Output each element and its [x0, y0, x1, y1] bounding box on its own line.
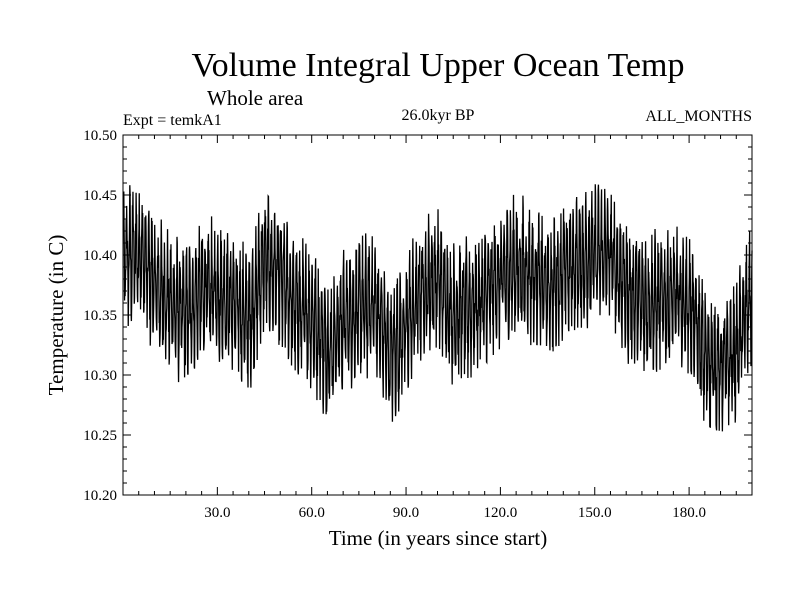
period-label: 26.0kyr BP: [402, 107, 475, 124]
y-axis-label: Temperature (in C): [44, 235, 68, 396]
x-tick-label: 120.0: [484, 505, 518, 521]
x-tick-label: 30.0: [204, 505, 230, 521]
chart-subtitle: Whole area: [207, 86, 304, 110]
x-axis-label: Time (in years since start): [329, 526, 548, 550]
y-tick-label: 10.40: [83, 248, 117, 264]
x-tick-label: 60.0: [299, 505, 325, 521]
y-tick-label: 10.30: [83, 368, 117, 384]
y-tick-label: 10.50: [83, 128, 117, 144]
plot-area: [122, 184, 753, 432]
chart-title: Volume Integral Upper Ocean Temp: [192, 47, 685, 84]
y-tick-label: 10.35: [83, 308, 117, 324]
months-label: ALL_MONTHS: [645, 108, 752, 125]
y-tick-label: 10.25: [83, 428, 117, 444]
y-axis: 10.20 10.25 10.30 10.35 10.40 10.45 10.50: [83, 128, 752, 504]
experiment-label: Expt = temkA1: [123, 112, 222, 129]
y-tick-label: 10.45: [83, 188, 117, 204]
x-axis: 30.0 60.0 90.0 120.0 150.0 180.0: [138, 135, 737, 521]
y-tick-label: 10.20: [83, 488, 117, 504]
x-tick-label: 90.0: [393, 505, 419, 521]
x-tick-label: 150.0: [578, 505, 612, 521]
series-line: [122, 184, 753, 432]
x-tick-label: 180.0: [672, 505, 706, 521]
